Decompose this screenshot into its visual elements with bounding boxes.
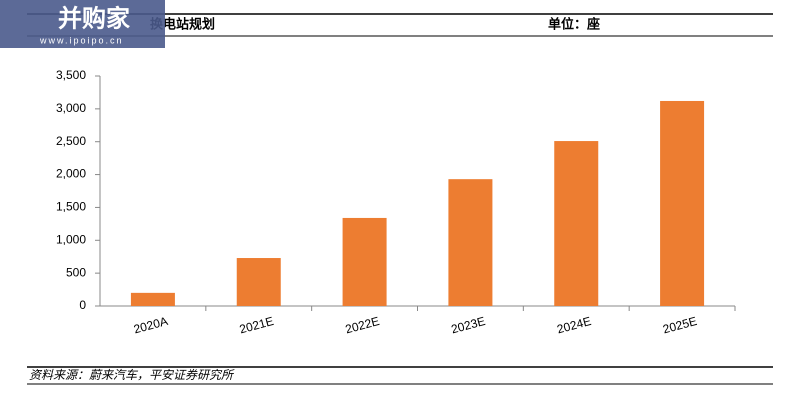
source-note: 资料来源：蔚来汽车，平安证券研究所 — [29, 368, 235, 382]
bar — [342, 217, 387, 306]
bar — [236, 258, 281, 306]
watermark: 并购家 www.ipoipo.cn — [0, 0, 165, 48]
watermark-box — [0, 0, 165, 48]
x-tick-label: 2021E — [238, 314, 275, 337]
chart-title: 换电站规划 — [150, 16, 215, 31]
y-tick-label: 1,000 — [56, 232, 86, 246]
y-tick-label: 500 — [66, 265, 86, 279]
y-tick-label: 2,000 — [56, 167, 86, 181]
y-tick-label: 0 — [79, 298, 86, 312]
bar — [660, 100, 705, 306]
y-tick-label: 1,500 — [56, 200, 86, 214]
x-tick-label: 2023E — [450, 314, 487, 337]
y-tick-label: 3,000 — [56, 101, 86, 115]
x-tick-label: 2024E — [555, 314, 592, 337]
bar — [448, 179, 493, 306]
x-tick-label: 2025E — [661, 314, 698, 337]
y-tick-label: 3,500 — [56, 68, 86, 82]
unit-label: 单位：座 — [548, 16, 600, 31]
bar — [554, 141, 599, 306]
watermark-url: www.ipoipo.cn — [39, 35, 124, 45]
bar — [130, 292, 175, 306]
x-tick-label: 2022E — [344, 314, 381, 337]
y-tick-label: 2,500 — [56, 134, 86, 148]
x-tick-label: 2020A — [132, 314, 169, 337]
watermark-brand: 并购家 — [58, 4, 130, 32]
